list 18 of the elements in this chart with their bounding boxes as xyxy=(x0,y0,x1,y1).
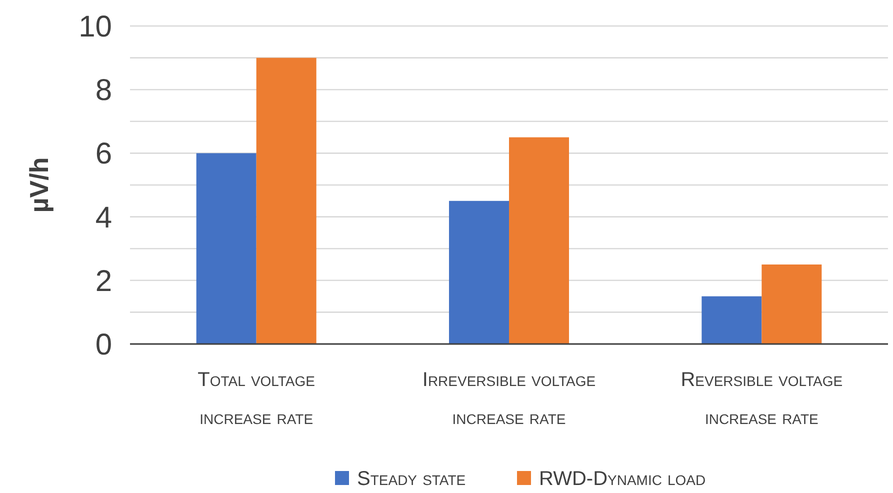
bar xyxy=(256,58,316,344)
bar xyxy=(509,137,569,344)
bar xyxy=(449,200,509,344)
x-tick-label: Irreversible voltage increase rate xyxy=(422,369,596,429)
legend-label: Steady state xyxy=(357,468,466,490)
y-tick-label: 2 xyxy=(95,264,112,298)
legend-label: RWD-Dynamic load xyxy=(539,468,706,490)
y-tick-label: 6 xyxy=(95,138,112,171)
x-tick-label: Reversible voltage increase rate xyxy=(680,369,843,429)
bar xyxy=(702,296,762,344)
y-tick-label: 10 xyxy=(78,10,112,44)
bar xyxy=(196,153,256,344)
y-tick-label: 4 xyxy=(95,201,112,234)
y-axis-title: µV/h xyxy=(24,157,54,213)
bar xyxy=(762,264,822,344)
y-tick-label: 8 xyxy=(95,74,112,108)
x-tick-label: Total voltage increase rate xyxy=(198,369,316,429)
y-tick-label: 0 xyxy=(95,328,112,362)
